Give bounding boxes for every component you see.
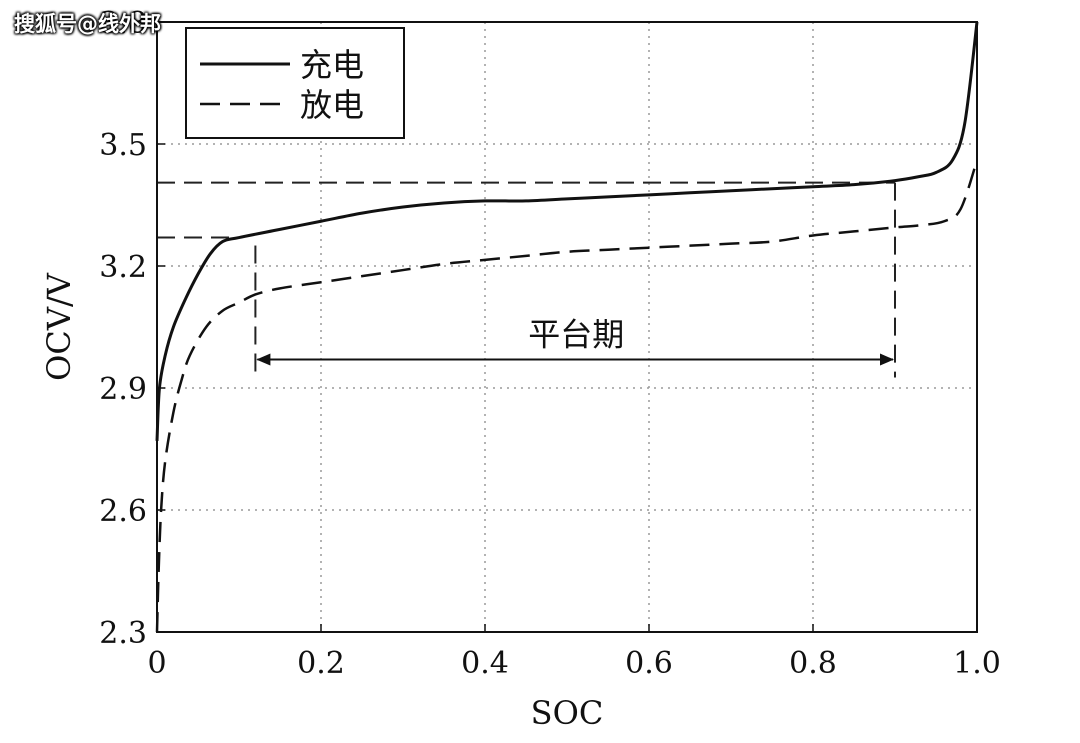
- y-tick-label-2: 2.9: [99, 372, 147, 407]
- x-tick-label-4: 0.8: [789, 646, 837, 681]
- legend-label-charge: 充电: [300, 46, 364, 84]
- y-tick-label-5: 3.8: [99, 6, 147, 41]
- series-line-discharge: [155, 159, 979, 633]
- axis-ticks: 0 0.2 0.4 0.6 0.8 1.0 2.3 2.6 2.9 3.2 3.5 3.8: [99, 6, 1001, 681]
- series-lines: [155, 21, 979, 633]
- watermark: 搜狐号@线外邦: [14, 12, 161, 36]
- x-tick-label-3: 0.6: [625, 646, 673, 681]
- plateau-label: 平台期: [528, 316, 624, 354]
- y-tick-label-3: 3.2: [99, 250, 147, 285]
- legend: 充电 放电: [185, 27, 405, 139]
- legend-label-discharge: 放电: [300, 86, 364, 124]
- y-axis-title: OCV/V: [40, 272, 78, 381]
- x-tick-label-5: 1.0: [953, 646, 1001, 681]
- reference-lines: [157, 181, 896, 378]
- series-line-charge: [155, 21, 979, 441]
- plot-frame: [156, 21, 978, 633]
- legend-box: [185, 27, 405, 139]
- x-tick-label-1: 0.2: [297, 646, 345, 681]
- x-axis-title: SOC: [531, 694, 604, 732]
- y-tick-label-4: 3.5: [99, 128, 147, 163]
- y-tick-label-0: 2.3: [99, 616, 147, 651]
- x-tick-label-0: 0: [147, 646, 166, 681]
- y-tick-label-1: 2.6: [99, 494, 147, 529]
- x-tick-label-2: 0.4: [461, 646, 509, 681]
